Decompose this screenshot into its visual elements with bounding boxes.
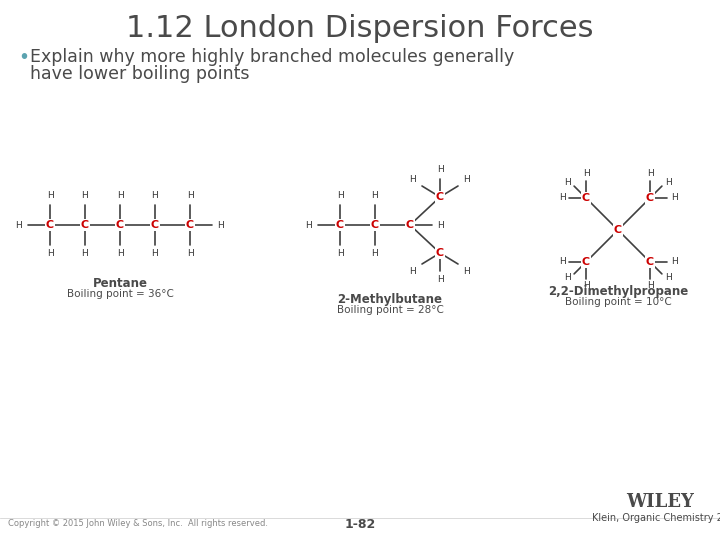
Text: Boiling point = 10°C: Boiling point = 10°C [564,297,671,307]
Text: Copyright © 2015 John Wiley & Sons, Inc.  All rights reserved.: Copyright © 2015 John Wiley & Sons, Inc.… [8,519,268,529]
Text: H: H [665,178,672,187]
Text: H: H [152,192,158,200]
Text: have lower boiling points: have lower boiling points [30,65,250,83]
Text: •: • [18,48,29,67]
Text: H: H [217,220,225,230]
Text: Explain why more highly branched molecules generally: Explain why more highly branched molecul… [30,48,514,66]
Text: Boiling point = 36°C: Boiling point = 36°C [66,289,174,299]
Text: WILEY: WILEY [626,493,694,511]
Text: H: H [436,165,444,174]
Text: H: H [372,192,379,200]
Text: 2,2-Dimethylpropane: 2,2-Dimethylpropane [548,285,688,298]
Text: H: H [117,192,123,200]
Text: H: H [559,193,565,202]
Text: 2-Methylbutane: 2-Methylbutane [338,293,443,306]
Text: C: C [646,257,654,267]
Text: C: C [186,220,194,230]
Text: H: H [464,267,470,275]
Text: H: H [410,267,416,275]
Text: C: C [406,220,414,230]
Text: H: H [665,273,672,282]
Text: H: H [647,170,653,179]
Text: H: H [81,249,89,259]
Text: C: C [614,225,622,235]
Text: H: H [559,258,565,267]
Text: H: H [564,273,570,282]
Text: C: C [46,220,54,230]
Text: C: C [151,220,159,230]
Text: H: H [372,249,379,259]
Text: C: C [436,192,444,202]
Text: H: H [305,220,312,230]
Text: H: H [436,275,444,285]
Text: H: H [647,281,653,291]
Text: H: H [186,192,194,200]
Text: H: H [152,249,158,259]
Text: C: C [646,193,654,203]
Text: H: H [438,220,444,230]
Text: Klein, Organic Chemistry 2e: Klein, Organic Chemistry 2e [592,513,720,523]
Text: H: H [186,249,194,259]
Text: H: H [564,178,570,187]
Text: C: C [371,220,379,230]
Text: H: H [670,258,678,267]
Text: H: H [337,192,343,200]
Text: H: H [81,192,89,200]
Text: H: H [582,170,590,179]
Text: H: H [47,192,53,200]
Text: 1.12 London Dispersion Forces: 1.12 London Dispersion Forces [126,14,594,43]
Text: C: C [116,220,124,230]
Text: C: C [582,193,590,203]
Text: C: C [436,248,444,258]
Text: H: H [670,193,678,202]
Text: H: H [47,249,53,259]
Text: H: H [117,249,123,259]
Text: 1-82: 1-82 [344,517,376,530]
Text: H: H [16,220,22,230]
Text: H: H [410,174,416,184]
Text: H: H [582,281,590,291]
Text: C: C [336,220,344,230]
Text: C: C [582,257,590,267]
Text: Pentane: Pentane [92,277,148,290]
Text: C: C [81,220,89,230]
Text: H: H [464,174,470,184]
Text: Boiling point = 28°C: Boiling point = 28°C [336,305,444,315]
Text: H: H [337,249,343,259]
